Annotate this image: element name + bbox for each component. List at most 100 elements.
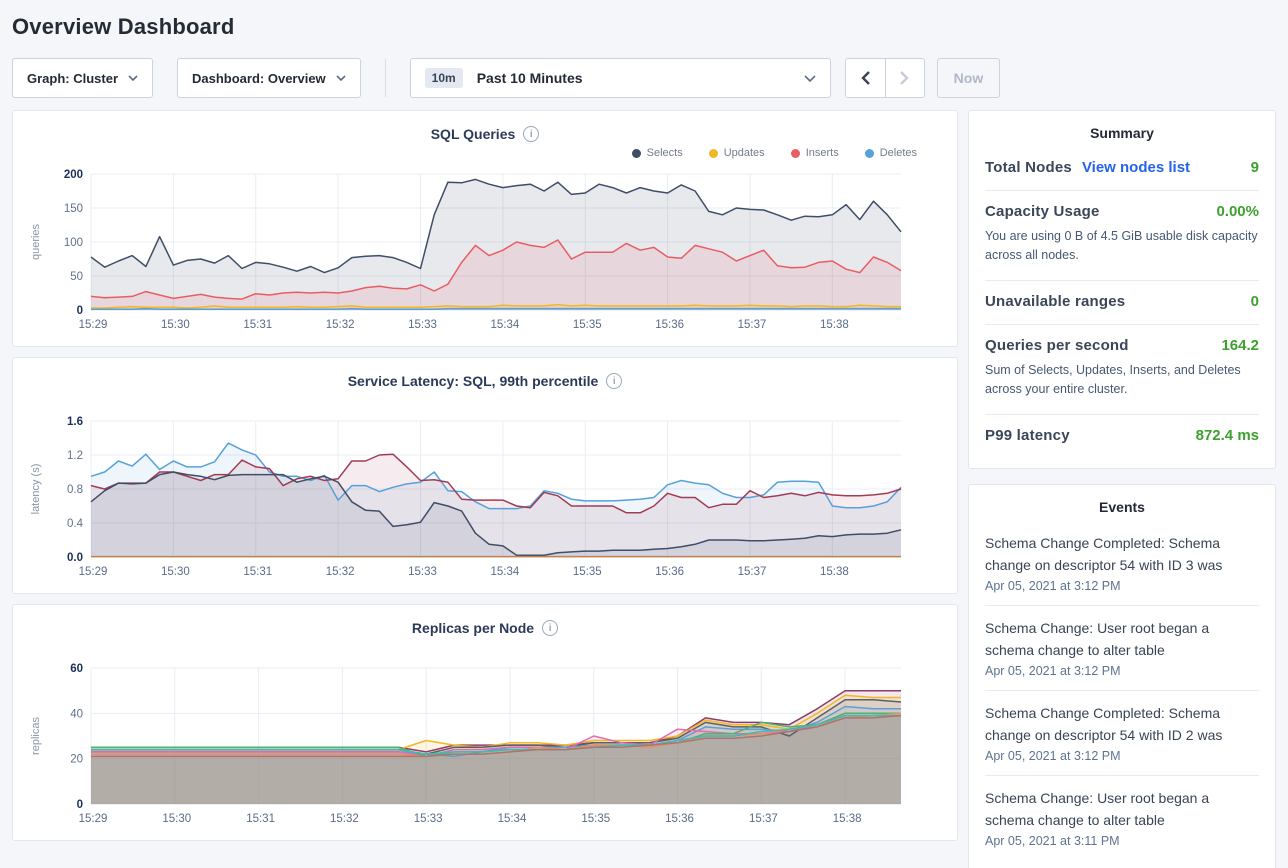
sql-queries-plot[interactable]: 15:29 15:30 15:31 15:32 15:33 15:34 15:35 15:36…: [25, 164, 945, 341]
svg-text:15:36: 15:36: [665, 813, 694, 825]
svg-text:15:34: 15:34: [498, 813, 527, 825]
legend-dot-icon: [708, 148, 718, 158]
charts-column: SQL Queries Selects Updates Inserts Deletes…: [12, 110, 958, 851]
service-latency-plot[interactable]: 15:29 15:30 15:31 15:32 15:33 15:34 15:35 15:36…: [25, 411, 945, 588]
svg-text:0: 0: [77, 305, 83, 317]
summary-label: Total Nodes: [985, 159, 1072, 176]
summary-row-unavailable-ranges: Unavailable ranges 0: [985, 281, 1259, 325]
chevron-down-icon: [804, 74, 816, 82]
svg-text:15:30: 15:30: [161, 319, 190, 331]
summary-row-total-nodes: Total Nodes View nodes list 9: [985, 147, 1259, 191]
info-icon[interactable]: [606, 373, 623, 389]
info-icon[interactable]: [523, 126, 540, 142]
svg-text:15:31: 15:31: [243, 566, 272, 578]
page-title: Overview Dashboard: [12, 14, 235, 39]
service-latency-chart-title: Service Latency: SQL, 99th percentile: [347, 373, 599, 389]
event-list-item[interactable]: Schema Change Completed: Schema change o…: [985, 691, 1259, 777]
svg-text:0.8: 0.8: [67, 484, 83, 496]
service-latency-chart-card: Service Latency: SQL, 99th percentile 15…: [12, 357, 958, 594]
graph-dropdown-label: Graph: Cluster: [27, 70, 119, 86]
graph-dropdown[interactable]: Graph: Cluster: [12, 58, 154, 98]
chart-title-row: SQL Queries: [25, 126, 945, 142]
event-message: Schema Change: User root began a schema …: [985, 619, 1210, 658]
time-range-label: Past 10 Minutes: [476, 70, 583, 86]
event-list-item[interactable]: Schema Change Completed: Schema change o…: [985, 521, 1259, 606]
chevron-down-icon: [128, 75, 138, 81]
legend-spacer: [25, 636, 945, 658]
summary-value: 0: [1250, 292, 1259, 310]
svg-text:200: 200: [64, 169, 83, 181]
svg-text:1.6: 1.6: [67, 416, 83, 428]
svg-text:60: 60: [70, 663, 83, 675]
svg-text:15:32: 15:32: [326, 319, 355, 331]
summary-label: Capacity Usage: [985, 203, 1100, 220]
event-timestamp: Apr 05, 2021 at 3:12 PM: [985, 578, 1121, 593]
summary-row-p99-latency: P99 latency 872.4 ms: [985, 415, 1259, 458]
time-range-badge: 10m: [424, 68, 463, 88]
sql-queries-legend: Selects Updates Inserts Deletes: [25, 142, 945, 164]
svg-text:15:29: 15:29: [79, 566, 108, 578]
summary-label: Unavailable ranges: [985, 292, 1126, 310]
legend-spacer: [25, 389, 945, 411]
legend-label: Deletes: [879, 147, 917, 159]
event-list-item[interactable]: Schema Change: User root began a schema …: [985, 606, 1259, 691]
time-range-selector[interactable]: 10m Past 10 Minutes: [409, 58, 831, 98]
now-button[interactable]: Now: [936, 58, 1001, 98]
events-title: Events: [1099, 498, 1145, 515]
svg-text:15:35: 15:35: [581, 813, 610, 825]
summary-value: 872.4 ms: [1195, 426, 1259, 444]
svg-text:15:33: 15:33: [408, 319, 437, 331]
svg-text:15:35: 15:35: [573, 319, 602, 331]
legend-item-updates[interactable]: Updates: [708, 147, 765, 159]
svg-text:150: 150: [64, 203, 83, 215]
dashboard-dropdown-label: Dashboard: Overview: [192, 70, 326, 86]
chevron-down-icon: [336, 75, 346, 81]
replicas-per-node-chart-title: Replicas per Node: [411, 620, 535, 636]
svg-text:15:37: 15:37: [738, 566, 767, 578]
svg-text:20: 20: [70, 754, 83, 766]
legend-dot-icon: [790, 148, 800, 158]
event-message: Schema Change Completed: Schema change o…: [985, 704, 1223, 744]
svg-text:15:37: 15:37: [738, 319, 767, 331]
svg-text:15:30: 15:30: [161, 566, 190, 578]
svg-text:15:36: 15:36: [655, 319, 684, 331]
replicas-per-node-plot[interactable]: 15:29 15:30 15:31 15:32 15:33 15:34 15:35 15:36…: [25, 658, 945, 835]
svg-text:50: 50: [70, 271, 83, 283]
summary-description: You are using 0 B of 4.5 GiB usable disk…: [985, 229, 1258, 263]
prev-time-button[interactable]: [846, 59, 885, 97]
summary-value: 0.00%: [1216, 203, 1259, 220]
view-nodes-list-link[interactable]: View nodes list: [1081, 159, 1191, 176]
sidebar-column: Summary Total Nodes View nodes list 9 Ca…: [968, 110, 1276, 868]
svg-text:15:34: 15:34: [490, 566, 519, 578]
summary-label: P99 latency: [985, 426, 1070, 444]
svg-text:0.4: 0.4: [67, 518, 84, 530]
event-list-item[interactable]: Schema Change: User root began a schema …: [985, 776, 1259, 860]
svg-text:15:29: 15:29: [79, 813, 108, 825]
svg-text:0: 0: [77, 799, 83, 811]
legend-item-inserts[interactable]: Inserts: [790, 147, 839, 159]
legend-label: Updates: [723, 147, 765, 159]
time-step-buttons: [844, 58, 925, 98]
svg-text:15:38: 15:38: [820, 319, 849, 331]
svg-text:15:37: 15:37: [749, 813, 778, 825]
svg-text:queries: queries: [30, 223, 42, 260]
svg-text:replicas: replicas: [30, 717, 42, 755]
event-timestamp: Apr 05, 2021 at 3:11 PM: [985, 834, 1120, 849]
info-icon[interactable]: [542, 620, 559, 636]
summary-value: 164.2: [1221, 336, 1259, 354]
chevron-left-icon: [860, 71, 870, 85]
legend-item-deletes[interactable]: Deletes: [864, 147, 917, 159]
svg-text:1.2: 1.2: [67, 450, 83, 462]
legend-label: Selects: [646, 147, 683, 159]
next-time-button[interactable]: [884, 59, 924, 97]
event-timestamp: Apr 05, 2021 at 3:12 PM: [985, 663, 1121, 678]
summary-value: 9: [1250, 159, 1259, 176]
legend-item-selects[interactable]: Selects: [631, 147, 683, 159]
sql-queries-chart-title: SQL Queries: [430, 126, 516, 142]
events-panel: Events Schema Change Completed: Schema c…: [968, 483, 1276, 868]
svg-text:15:38: 15:38: [820, 566, 849, 578]
chart-title-row: Replicas per Node: [25, 620, 945, 636]
svg-text:15:32: 15:32: [326, 566, 355, 578]
dashboard-dropdown[interactable]: Dashboard: Overview: [177, 58, 361, 98]
event-message: Schema Change: User root began a schema …: [985, 790, 1210, 829]
